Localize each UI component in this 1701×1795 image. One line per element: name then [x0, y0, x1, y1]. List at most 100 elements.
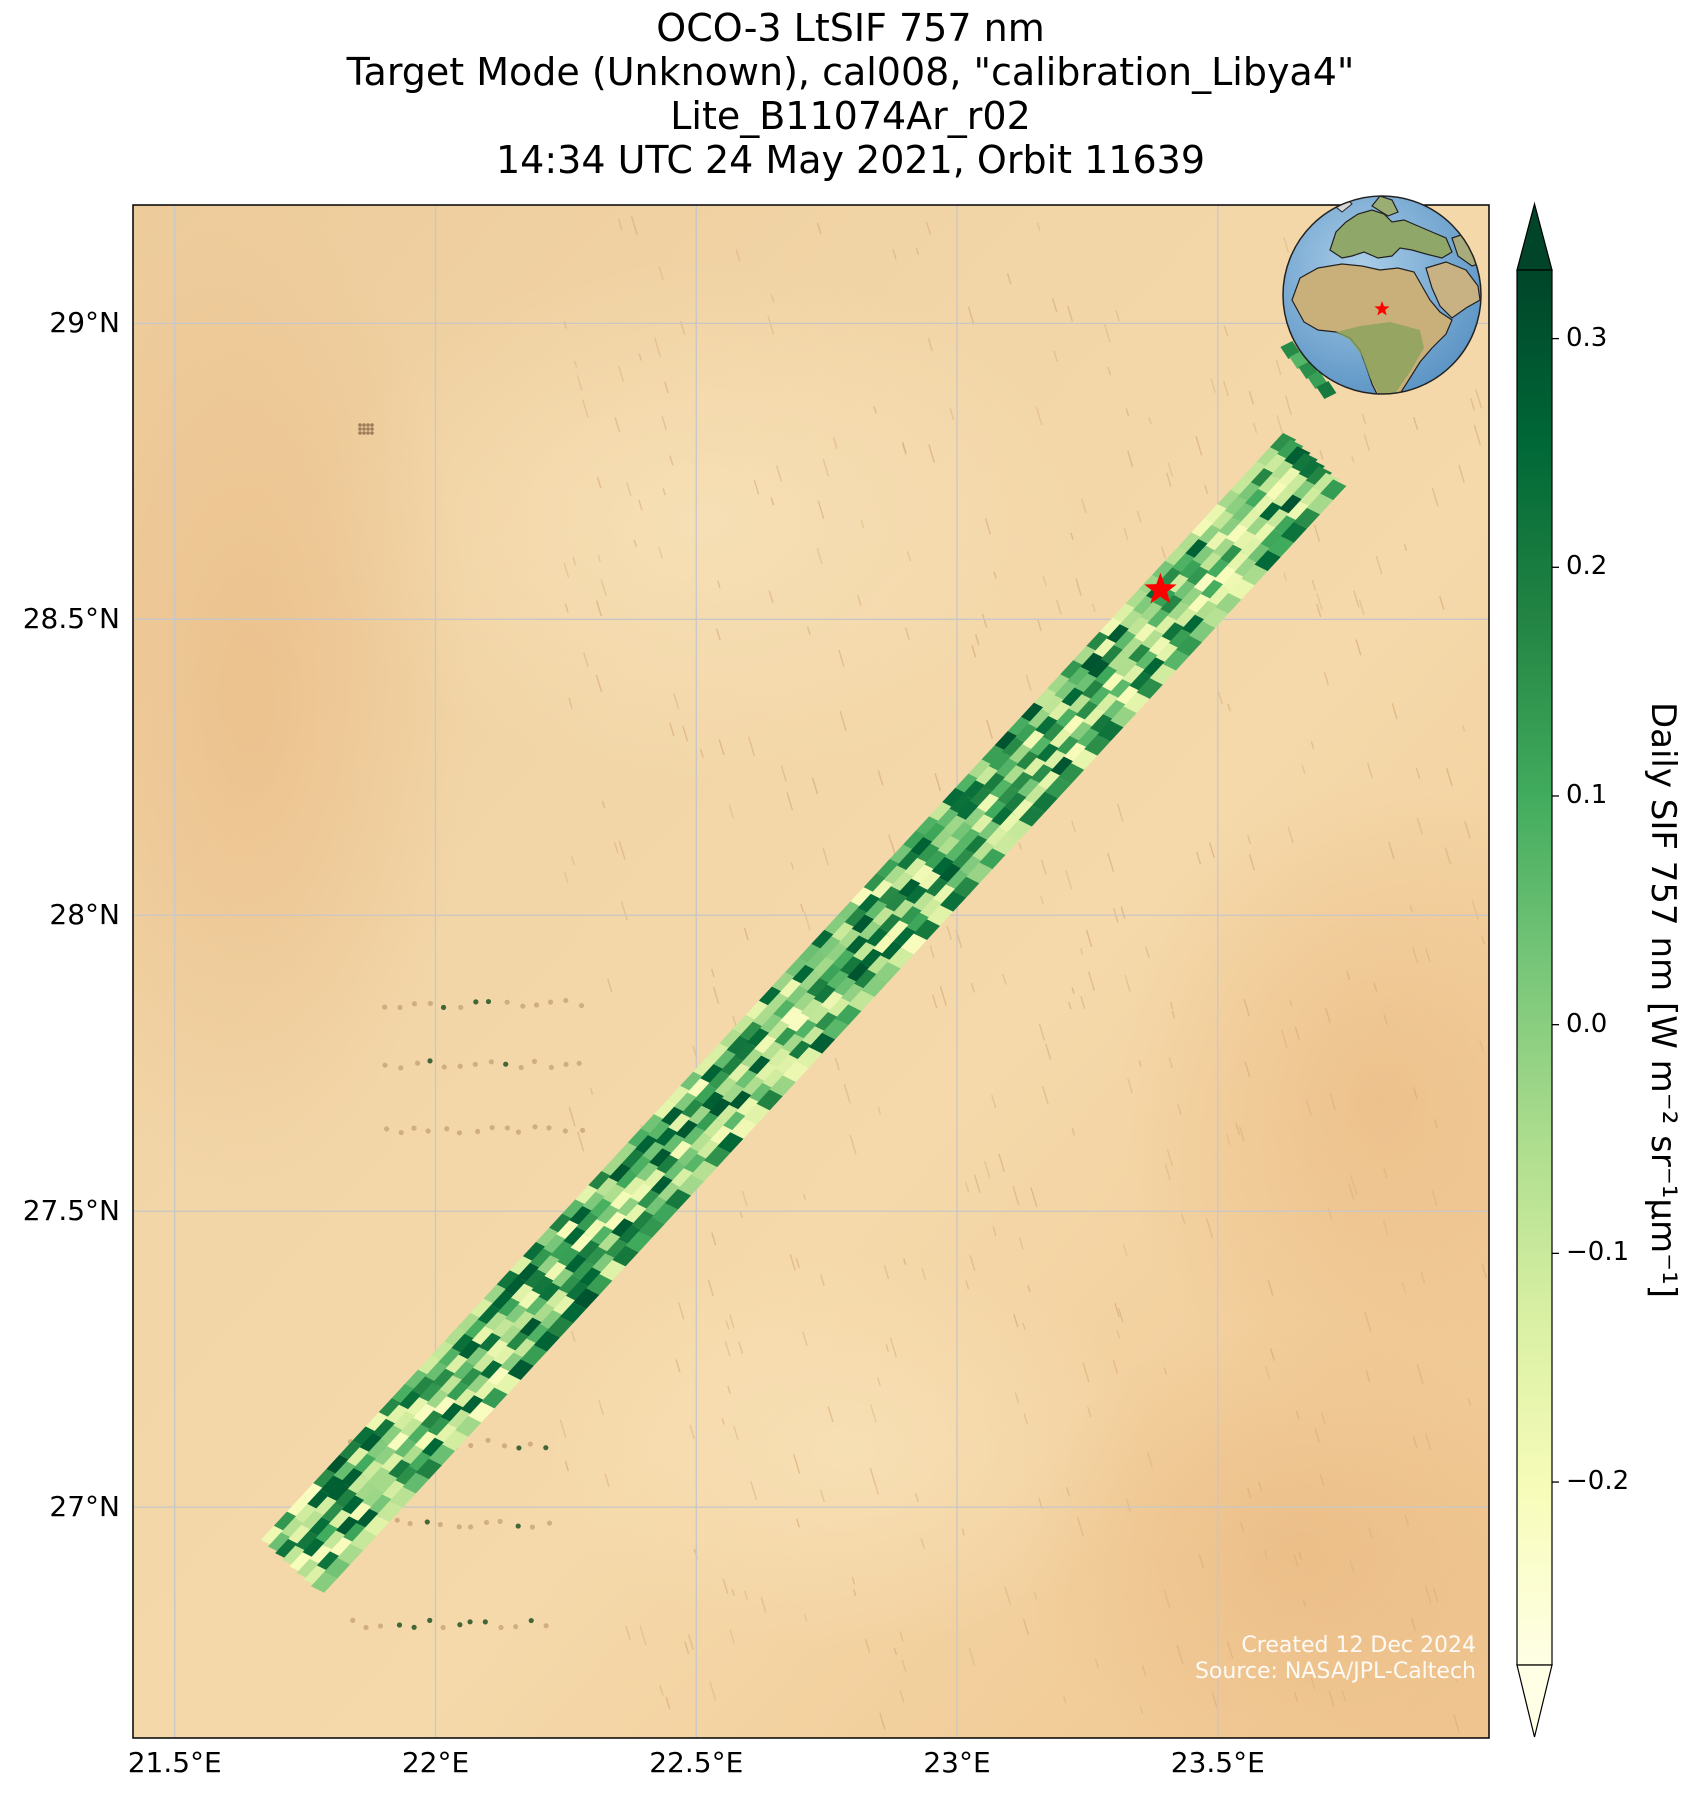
dune-streak: [967, 306, 975, 325]
sif-footprint: [1259, 502, 1286, 523]
sif-footprint: [1230, 475, 1257, 497]
sif-footprint: [461, 1395, 488, 1416]
dune-streak: [1311, 579, 1317, 591]
dune-streak: [1163, 1367, 1168, 1375]
sif-footprint: [680, 1071, 707, 1093]
sif-footprint: [628, 1155, 656, 1177]
sif-footprint: [394, 1438, 421, 1460]
dune-streak: [853, 1589, 857, 1596]
dune-streak: [1127, 1078, 1133, 1094]
irrigation-field: [370, 427, 374, 431]
sif-footprint: [739, 1021, 767, 1043]
sif-footprint: [689, 1133, 717, 1154]
irrigation-field: [363, 1624, 369, 1631]
irrigation-field: [498, 1624, 504, 1631]
sif-footprint: [1007, 716, 1035, 738]
lat-tick-label: 29°N: [49, 306, 120, 340]
sif-footprint: [769, 1075, 796, 1097]
dune-streak: [568, 697, 573, 709]
sif-footprint: [988, 751, 1016, 773]
sif-footprint: [650, 1175, 677, 1197]
dune-streak: [893, 1647, 898, 1656]
dune-streak: [1196, 851, 1202, 865]
sif-footprint: [982, 772, 1010, 794]
dune-streak: [992, 1226, 997, 1237]
dune-streak: [1161, 546, 1167, 559]
sif-footprint: [793, 992, 820, 1013]
sif-footprint: [596, 1204, 624, 1226]
sif-footprint: [916, 816, 943, 837]
sif-footprint: [458, 1340, 485, 1362]
dune-streak: [617, 218, 623, 231]
sif-swath: [260, 341, 1347, 1593]
sif-footprint: [413, 1403, 440, 1425]
sif-footprint: [582, 1191, 609, 1213]
dune-streak: [1425, 948, 1431, 962]
dune-streak: [658, 266, 664, 280]
gridlines: [133, 205, 1489, 1738]
dune-streak: [559, 1419, 567, 1438]
dune-streak: [899, 1690, 905, 1703]
sif-footprint: [1168, 628, 1196, 650]
dune-streak: [717, 580, 721, 589]
sif-footprint: [891, 871, 918, 893]
dune-streak: [563, 321, 567, 329]
sif-footprint: [434, 1423, 462, 1445]
dune-streak: [571, 856, 575, 866]
sif-footprint: [1278, 467, 1305, 488]
sif-footprint: [953, 876, 980, 898]
dune-streak: [1412, 1435, 1418, 1449]
sif-footprint: [457, 1312, 484, 1334]
sif-footprint: [826, 970, 854, 992]
dune-streak: [1301, 764, 1306, 775]
globe-europe: [1329, 209, 1453, 259]
dune-streak: [834, 1057, 840, 1071]
irrigation-field: [543, 1623, 549, 1629]
dune-streak: [669, 722, 675, 737]
sif-footprint: [1280, 521, 1308, 543]
dune-streak: [1087, 971, 1095, 991]
dune-streak: [981, 613, 988, 628]
sif-footprint: [470, 1298, 497, 1320]
sif-footprint: [1187, 593, 1215, 615]
sif-footprint: [577, 1239, 605, 1261]
sif-footprint: [1123, 692, 1150, 714]
sif-footprint: [1024, 784, 1051, 806]
dune-streak: [712, 986, 720, 1004]
sif-footprint: [1020, 702, 1048, 724]
sif-footprint: [1291, 452, 1318, 474]
sif-footprint: [376, 1501, 403, 1522]
sif-footprint: [516, 1262, 544, 1284]
dune-streak: [993, 571, 997, 579]
sif-footprint: [320, 1475, 347, 1497]
sif-footprint: [564, 1254, 591, 1275]
sif-footprint: [1054, 680, 1081, 702]
sif-footprint: [524, 1269, 551, 1291]
dune-streak: [1208, 842, 1215, 858]
sif-footprint: [981, 745, 1008, 767]
dune-streak: [1283, 572, 1288, 581]
irrigation-field: [485, 998, 492, 1005]
sif-footprint: [956, 801, 983, 822]
dune-streak: [849, 1134, 857, 1155]
dune-streak: [984, 517, 991, 535]
dune-streak: [1176, 1644, 1184, 1665]
sif-footprint: [391, 1383, 419, 1405]
dune-streak: [607, 978, 613, 993]
globe-scandinavia: [1371, 196, 1399, 217]
sif-footprint: [412, 1376, 439, 1398]
sif-footprint: [1047, 674, 1074, 696]
dune-streak: [1366, 762, 1373, 779]
sif-footprint: [545, 1289, 572, 1310]
dune-streak: [1319, 450, 1324, 460]
sif-footprint: [487, 1366, 514, 1388]
dune-streak: [658, 547, 663, 559]
sif-footprint: [1036, 743, 1063, 765]
dune-streak: [1416, 817, 1423, 835]
sif-footprint: [334, 1488, 361, 1510]
sif-footprint: [832, 949, 859, 971]
dune-streak: [1094, 1658, 1100, 1669]
sif-footprint: [595, 1177, 622, 1199]
sif-footprint: [1041, 695, 1068, 716]
dune-streak: [1068, 1001, 1072, 1010]
